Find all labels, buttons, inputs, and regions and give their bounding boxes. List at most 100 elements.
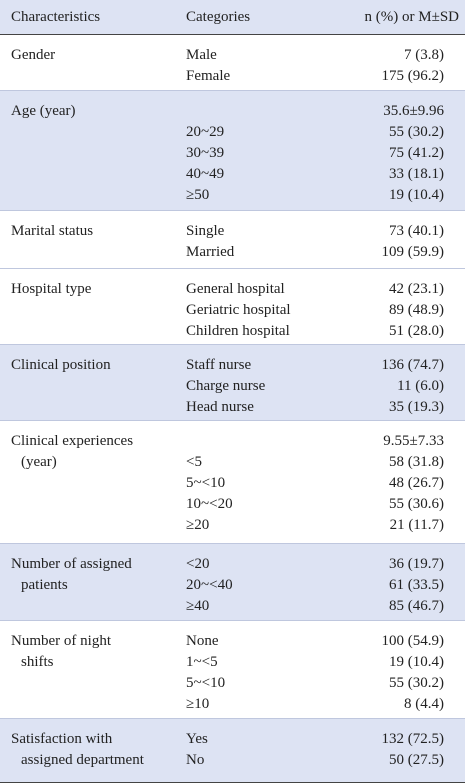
characteristic-label-line1: Clinical experiences [11,433,134,449]
table-row: General hospital 42 (23.1) [186,279,465,300]
table-row: Male 7 (3.8) [186,45,465,66]
category-cell: ≥20 [186,517,210,533]
characteristic-label-line2: (year) [21,454,57,470]
table-row: 35.6±9.96 [186,101,465,122]
characteristic-label: Number of night shifts [0,621,186,718]
category-cell: Staff nurse [186,357,252,373]
characteristic-label-line1: Marital status [11,223,94,239]
table-body: Gender Male 7 (3.8) Female 175 (96.2) Age (ye… [0,35,465,783]
value-cell: 55 (30.2) [389,124,444,140]
value-cell: 36 (19.7) [389,556,444,572]
category-cell: None [186,633,219,649]
characteristic-label: Clinical position [0,345,186,420]
category-cell: 1~<5 [186,654,218,670]
category-cell: Married [186,244,235,260]
value-cell: 175 (96.2) [381,68,445,84]
value-cell: 136 (74.7) [381,357,445,373]
table-row: 20~<40 61 (33.5) [186,575,465,596]
category-cell: Charge nurse [186,378,266,394]
category-cell: 40~49 [186,166,225,182]
characteristic-label-line2: assigned department [21,752,144,768]
value-cell: 33 (18.1) [389,166,444,182]
table-row: Single 73 (40.1) [186,221,465,242]
table-row: Staff nurse 136 (74.7) [186,355,465,376]
value-cell: 85 (46.7) [389,598,444,614]
characteristic-label: Marital status [0,211,186,268]
category-cell: No [186,752,205,768]
characteristic-label: Clinical experiences (year) [0,421,186,543]
category-cell: ≥50 [186,187,210,203]
value-cell: 132 (72.5) [381,731,445,747]
value-cell: 48 (26.7) [389,475,444,491]
category-cell: 30~39 [186,145,225,161]
table-row: 30~39 75 (41.2) [186,143,465,164]
table-group: Hospital type General hospital 42 (23.1) Ge… [0,269,465,345]
table-group: Age (year) 35.6±9.96 20~29 55 (30.2) 30~39 75… [0,91,465,211]
value-cell: 58 (31.8) [389,454,444,470]
category-cell: Children hospital [186,323,290,339]
value-cell: 100 (54.9) [381,633,445,649]
category-cell [186,431,336,452]
header-categories: Categories [186,8,251,25]
characteristic-label-line1: Number of night [11,633,111,649]
characteristic-label: Age (year) [0,91,186,210]
value-cell: 109 (59.9) [381,244,445,260]
table-row: 20~29 55 (30.2) [186,122,465,143]
table-row: ≥40 85 (46.7) [186,596,465,617]
table-group: Clinical position Staff nurse 136 (74.7) Ch… [0,345,465,421]
category-cell: Geriatric hospital [186,302,291,318]
category-cell: 5~<10 [186,475,226,491]
category-cell: Female [186,68,231,84]
table-row: ≥10 8 (4.4) [186,694,465,715]
table-row: 40~49 33 (18.1) [186,164,465,185]
characteristic-label-line1: Clinical position [11,357,111,373]
category-cell: 20~29 [186,124,225,140]
category-cell: ≥40 [186,598,210,614]
table-row: 5~<10 55 (30.2) [186,673,465,694]
category-cell [186,101,336,122]
table-row: ≥50 19 (10.4) [186,185,465,206]
category-cell: 5~<10 [186,675,226,691]
category-cell: Yes [186,731,208,747]
value-cell: 7 (3.8) [404,47,444,63]
table-row: Children hospital 51 (28.0) [186,321,465,342]
table-group: Number of assigned patients <20 36 (19.7) 20… [0,544,465,621]
table-group: Number of night shifts None 100 (54.9) 1~<5 1… [0,621,465,719]
table-row: 5~<10 48 (26.7) [186,473,465,494]
value-cell: 55 (30.2) [389,675,444,691]
table-group: Clinical experiences (year) 9.55±7.33 <5 58 … [0,421,465,544]
table-row: Married 109 (59.9) [186,242,465,263]
characteristic-label-line1: Satisfaction with [11,731,113,747]
characteristic-label-line1: Number of assigned [11,556,132,572]
table-row: 9.55±7.33 [186,431,465,452]
table-row: Charge nurse 11 (6.0) [186,376,465,397]
characteristic-label-line1: Hospital type [11,281,92,297]
table-group: Gender Male 7 (3.8) Female 175 (96.2) [0,35,465,91]
category-cell: <5 [186,454,202,470]
category-cell: Male [186,47,217,63]
category-cell: <20 [186,556,210,572]
category-cell: Head nurse [186,399,254,415]
value-cell: 35.6±9.96 [383,103,444,119]
category-cell: 10~<20 [186,496,233,512]
table-row: Geriatric hospital 89 (48.9) [186,300,465,321]
category-cell: ≥10 [186,696,210,712]
characteristic-label-line2: shifts [21,654,54,670]
table-row: Female 175 (96.2) [186,66,465,87]
value-cell: 50 (27.5) [389,752,444,768]
value-cell: 73 (40.1) [389,223,444,239]
value-cell: 8 (4.4) [404,696,444,712]
table-row: Head nurse 35 (19.3) [186,397,465,418]
value-cell: 51 (28.0) [389,323,444,339]
characteristic-label: Gender [0,35,186,90]
header-value: n (%) or M±SD [364,8,459,25]
table-row: No 50 (27.5) [186,750,465,771]
table-row: 1~<5 19 (10.4) [186,652,465,673]
table-row: Yes 132 (72.5) [186,729,465,750]
characteristic-label: Hospital type [0,269,186,344]
table-row: <5 58 (31.8) [186,452,465,473]
value-cell: 21 (11.7) [389,517,444,533]
characteristic-label: Satisfaction with assigned department [0,719,186,782]
value-cell: 75 (41.2) [389,145,444,161]
